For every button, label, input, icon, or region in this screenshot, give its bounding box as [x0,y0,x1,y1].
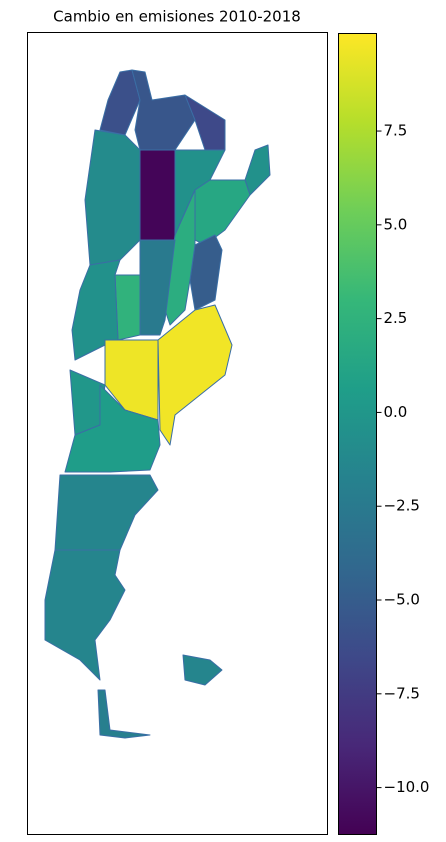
region [84,129,141,266]
region [64,384,161,473]
region [114,274,141,341]
region [99,69,141,136]
colorbar-tick-label: 0.0 [384,403,408,421]
region [182,654,223,686]
colorbar [338,33,377,835]
region [244,144,271,196]
region [131,69,196,151]
region [97,689,151,739]
colorbar-tick-label: −2.5 [384,497,420,515]
region [54,474,159,551]
region [157,304,233,446]
chart-title: Cambio en emisiones 2010-2018 [53,8,301,26]
colorbar-tick-label: −10.0 [384,778,430,796]
colorbar-tick-label: 5.0 [384,215,408,233]
colorbar-tick-label: 2.5 [384,309,408,327]
colorbar-tick-label: −5.0 [384,591,420,609]
map [44,69,271,739]
region [194,179,251,246]
region [139,149,176,241]
region [44,549,126,681]
map-frame [27,32,328,835]
colorbar-tick-label: 7.5 [384,122,408,140]
colorbar-tick-label: −7.5 [384,684,420,702]
